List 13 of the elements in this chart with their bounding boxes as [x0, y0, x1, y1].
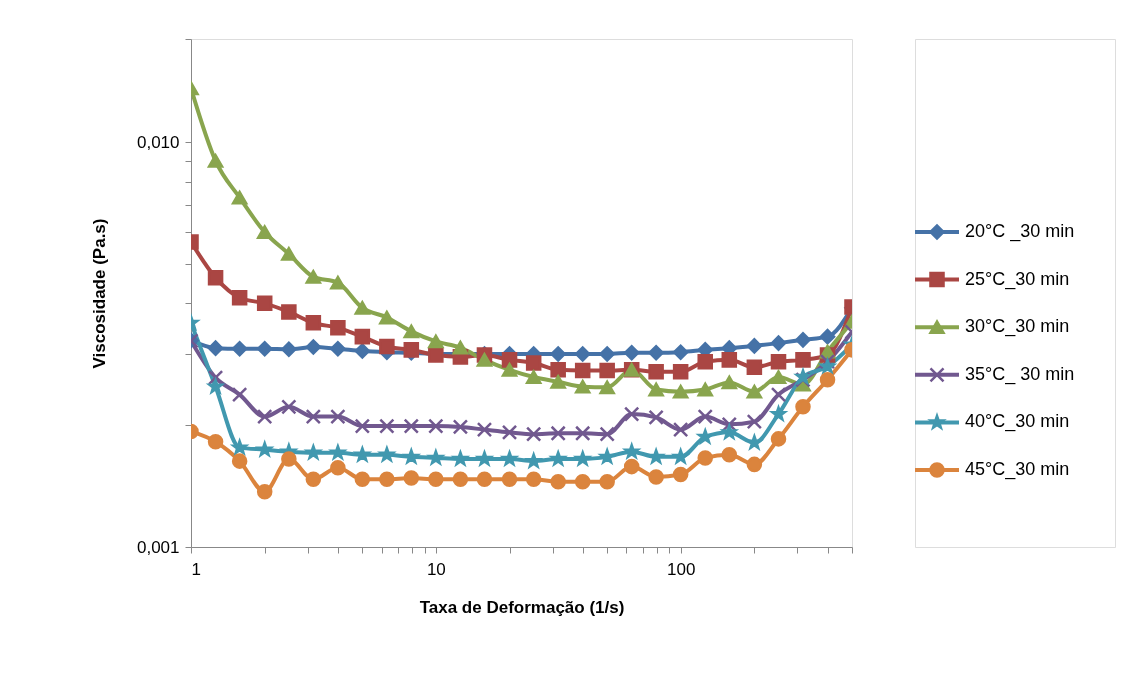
legend-label: 35°C_ 30 min: [965, 363, 1075, 385]
legend-label: 45°C_30 min: [965, 459, 1070, 480]
legend-label: 30°C_30 min: [965, 316, 1070, 338]
x-axis-title: Taxa de Deformação (1/s): [419, 597, 625, 617]
x-tick-label: 10: [426, 559, 446, 579]
x-tick-label: 1: [191, 559, 201, 579]
legend-label: 20°C _30 min: [965, 221, 1075, 242]
y-tick-label: 0,001: [136, 537, 180, 557]
legend-label: 40°C_30 min: [965, 411, 1070, 433]
x-tick-label: 100: [666, 559, 696, 579]
y-tick-label: 0,010: [136, 132, 180, 152]
y-axis-title: Viscosidade (Pa.s): [89, 218, 109, 369]
legend-label: 25°C_30 min: [965, 268, 1070, 290]
